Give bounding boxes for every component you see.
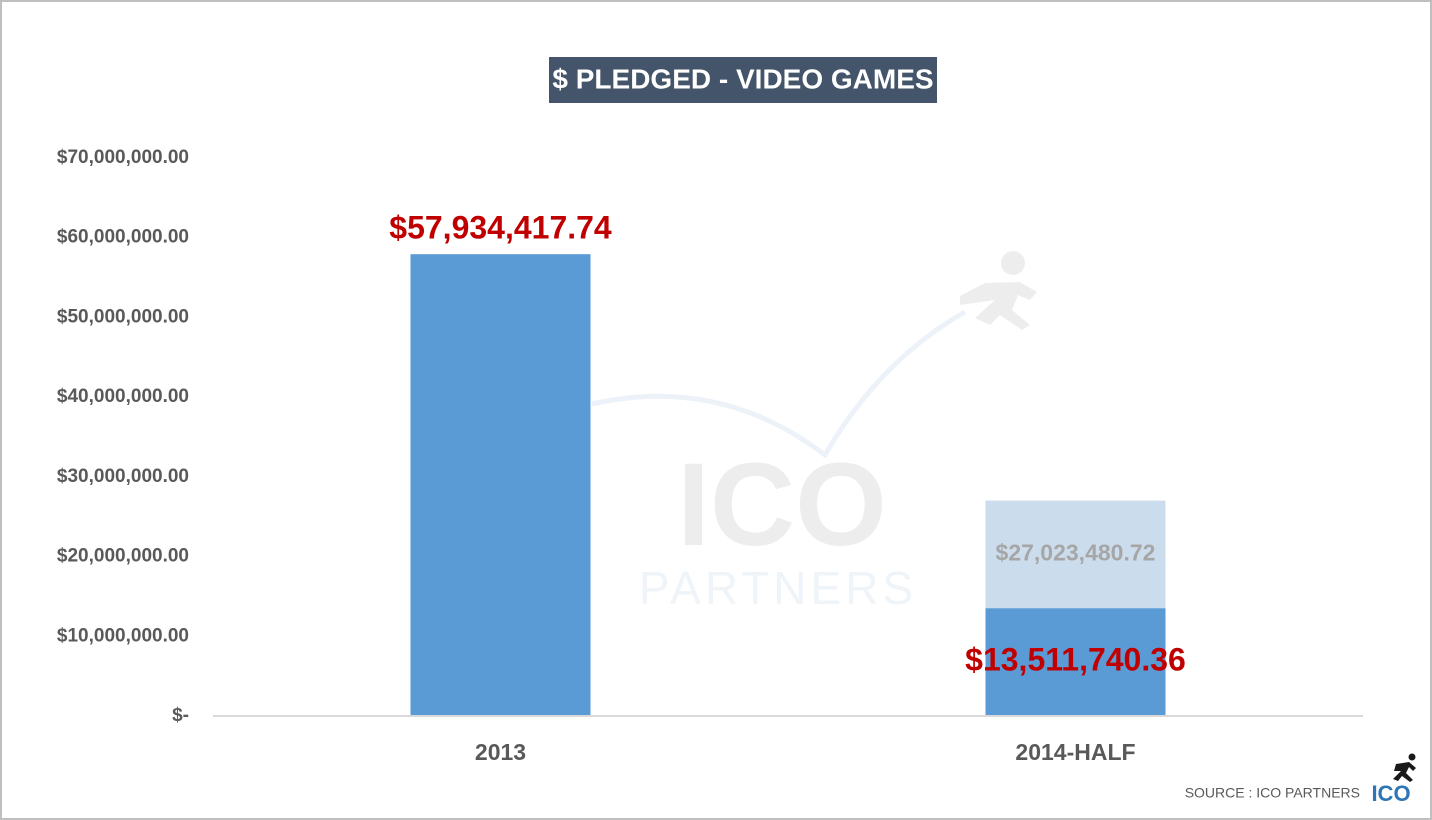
y-tick-label: $- [172, 705, 189, 726]
watermark-runner [960, 251, 1037, 330]
y-tick-label: $60,000,000.00 [57, 227, 189, 248]
plot-area: $- $10,000,000.00 $20,000,000.00 $30,000,00… [57, 147, 1363, 765]
watermark-arc [591, 309, 967, 459]
x-tick-label: 2014-HALF [1015, 739, 1135, 765]
bar [410, 254, 591, 716]
y-tick-label: $50,000,000.00 [57, 306, 189, 327]
data-label: $27,023,480.72 [996, 540, 1156, 566]
data-label: $13,511,740.36 [965, 642, 1186, 678]
y-tick-label: $40,000,000.00 [57, 386, 189, 407]
data-label: $57,934,417.74 [389, 210, 612, 246]
watermark: ICO PARTNERS [591, 251, 1037, 614]
chart-title: $ PLEDGED - VIDEO GAMES [552, 63, 933, 94]
watermark-text: PARTNERS [639, 562, 917, 614]
bar [985, 608, 1166, 716]
watermark-text: ICO [677, 439, 887, 571]
title-box [549, 57, 937, 103]
source: SOURCE : ICO PARTNERS [1185, 785, 1360, 801]
y-tick-label: $10,000,000.00 [57, 625, 189, 646]
y-tick-label: $20,000,000.00 [57, 546, 189, 567]
x-tick-label: 2013 [475, 739, 526, 765]
y-tick-label: $70,000,000.00 [57, 147, 189, 168]
logo-runner [1393, 753, 1416, 782]
logo: ICO [1371, 781, 1410, 806]
y-tick-label: $30,000,000.00 [57, 466, 189, 487]
